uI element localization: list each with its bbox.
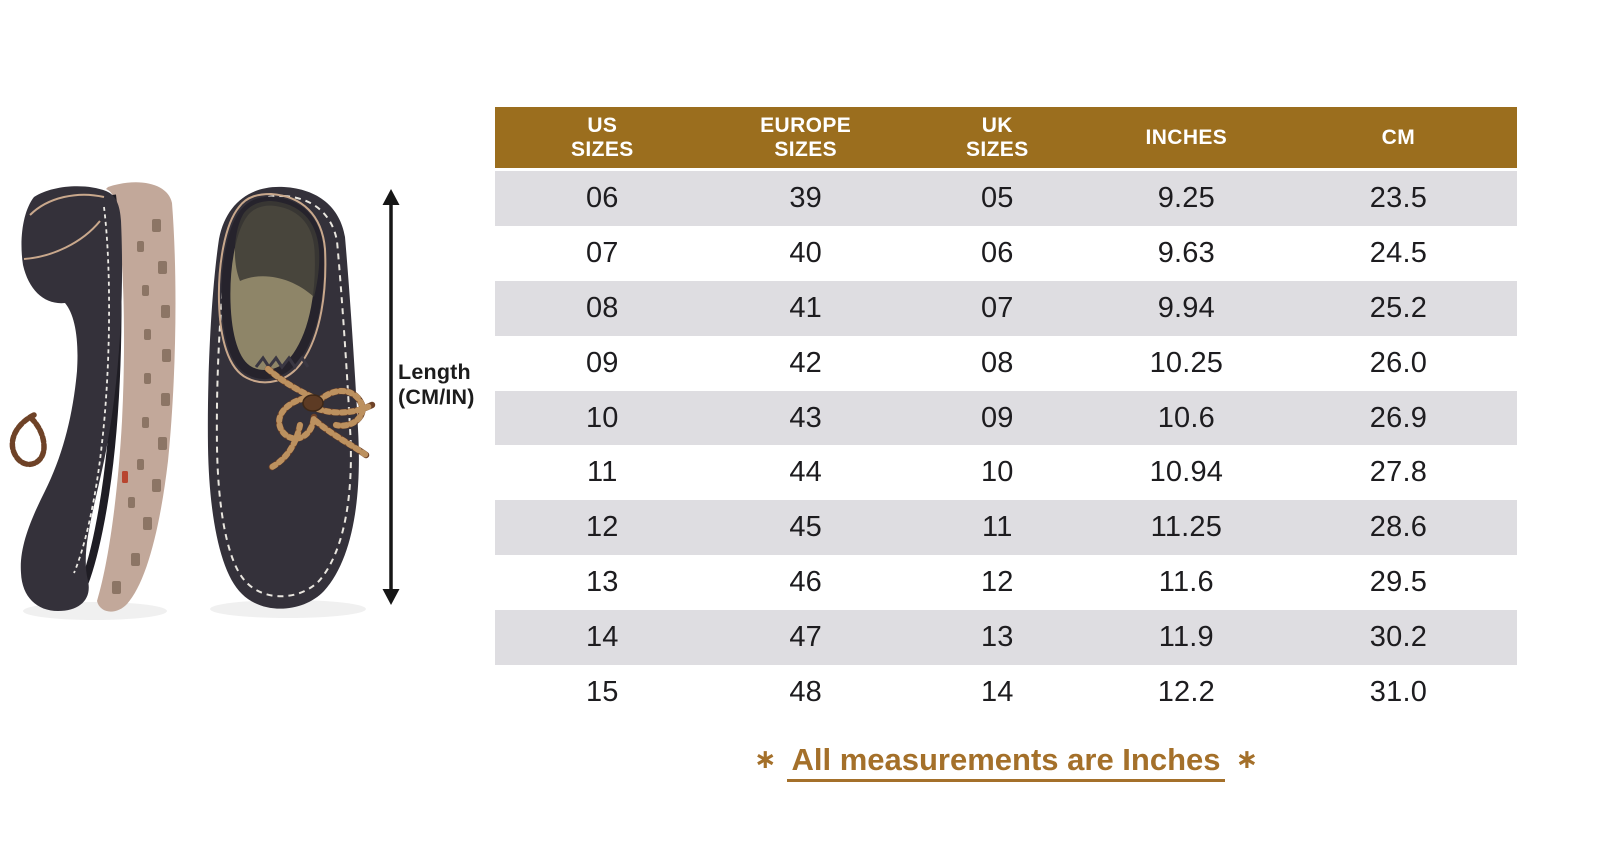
shoe-shadow xyxy=(210,600,366,618)
table-cell: 29.5 xyxy=(1369,566,1428,599)
table-cell: 44 xyxy=(789,456,822,489)
table-cell: 12.2 xyxy=(1157,675,1215,708)
table-row: 06 39 05 9.25 23.5 xyxy=(495,171,1517,226)
table-cell: 10 xyxy=(980,456,1014,489)
table-cell: 08 xyxy=(585,291,619,324)
table-cell: 27.8 xyxy=(1369,456,1428,489)
table-cell: 11 xyxy=(587,456,618,489)
table-cell: 10.6 xyxy=(1157,401,1215,434)
shoe-lace-loop xyxy=(9,412,47,468)
table-cell: 10.94 xyxy=(1149,456,1224,489)
table-cell: 13 xyxy=(980,621,1014,654)
table-cell: 11.25 xyxy=(1150,511,1223,544)
table-cell: 11.9 xyxy=(1158,621,1214,654)
table-row: 08 41 07 9.94 25.2 xyxy=(495,280,1517,336)
table-cell: 11.6 xyxy=(1158,566,1214,599)
table-cell: 09 xyxy=(585,346,619,379)
column-header: EUROPE SIZES xyxy=(760,113,852,161)
size-table-body: 06 39 05 9.25 23.5 07 40 06 9.63 24.5 08 41 07 9.94 25… xyxy=(495,171,1517,720)
sole-tread-pattern xyxy=(112,219,171,594)
shoe-piping xyxy=(23,193,105,260)
column-header: US SIZES xyxy=(570,113,634,161)
table-cell: 13 xyxy=(585,566,619,599)
table-cell: 45 xyxy=(789,511,822,544)
table-row: 12 45 11 11.25 28.6 xyxy=(495,500,1517,556)
table-cell: 10.25 xyxy=(1149,346,1224,379)
table-cell: 05 xyxy=(980,181,1014,214)
size-table-header: US SIZES EUROPE SIZES UK SIZES INCHES CM xyxy=(495,107,1517,168)
table-cell: 15 xyxy=(585,675,619,708)
table-cell: 10 xyxy=(585,401,619,434)
table-cell: 48 xyxy=(789,675,822,708)
table-row: 13 46 12 11.6 29.5 xyxy=(495,555,1517,611)
arrowhead-down-icon xyxy=(382,589,400,605)
lace-knot xyxy=(302,394,324,412)
table-row: 09 42 08 10.25 26.0 xyxy=(495,335,1517,391)
shoe-side-view xyxy=(9,182,176,612)
length-label: Length (CM/IN) xyxy=(398,360,475,410)
shoe-top-view xyxy=(207,186,376,609)
table-cell: 07 xyxy=(585,236,619,269)
table-cell: 42 xyxy=(789,346,822,379)
table-cell: 08 xyxy=(980,346,1014,379)
column-header: CM xyxy=(1381,125,1416,149)
size-table: US SIZES EUROPE SIZES UK SIZES INCHES CM 06 39 05… xyxy=(495,107,1517,720)
table-cell: 11 xyxy=(982,511,1013,544)
table-cell: 14 xyxy=(585,621,619,654)
table-cell: 26.9 xyxy=(1369,401,1428,434)
table-cell: 28.6 xyxy=(1369,511,1428,544)
table-cell: 23.5 xyxy=(1369,181,1428,214)
table-cell: 12 xyxy=(980,566,1014,599)
table-cell: 06 xyxy=(585,181,619,214)
asterisk-right-icon: ∗ xyxy=(1235,744,1259,774)
table-cell: 39 xyxy=(789,181,822,214)
footnote: ∗ All measurements are Inches ∗ xyxy=(495,742,1517,782)
asterisk-left-icon: ∗ xyxy=(753,744,777,774)
table-cell: 26.0 xyxy=(1369,346,1428,379)
table-cell: 06 xyxy=(980,236,1014,269)
product-photo xyxy=(0,158,380,628)
table-cell: 47 xyxy=(789,621,822,654)
table-cell: 09 xyxy=(980,401,1014,434)
table-cell: 9.25 xyxy=(1157,181,1215,214)
shoes-image xyxy=(9,182,376,620)
arrowhead-up-icon xyxy=(382,189,400,205)
throat-zigzag xyxy=(254,355,310,370)
table-cell: 30.2 xyxy=(1369,621,1428,654)
table-cell: 12 xyxy=(585,511,619,544)
column-header: INCHES xyxy=(1145,125,1228,149)
column-header: UK SIZES xyxy=(965,113,1029,161)
shoe-stitching xyxy=(73,206,110,574)
shoe-sole xyxy=(97,182,176,612)
length-label-line2: (CM/IN) xyxy=(398,385,475,409)
table-row: 14 47 13 11.9 30.2 xyxy=(495,610,1517,666)
footnote-text: All measurements are Inches xyxy=(787,742,1225,782)
table-cell: 31.0 xyxy=(1369,675,1428,708)
table-cell: 46 xyxy=(789,566,822,599)
collar-shadow xyxy=(234,201,320,297)
table-row: 11 44 10 10.94 27.8 xyxy=(495,445,1517,501)
length-label-line1: Length xyxy=(398,360,471,384)
shoe-upper xyxy=(20,186,123,611)
shoe-piping xyxy=(217,192,327,384)
sole-red-accent xyxy=(122,471,128,483)
table-cell: 25.2 xyxy=(1369,291,1428,324)
table-cell: 40 xyxy=(789,236,822,269)
table-row: 10 43 09 10.6 26.9 xyxy=(495,390,1517,446)
length-arrow xyxy=(382,189,400,605)
table-row: 15 48 14 12.2 31.0 xyxy=(495,665,1517,720)
table-cell: 9.63 xyxy=(1157,236,1215,269)
table-cell: 14 xyxy=(980,675,1014,708)
table-cell: 43 xyxy=(789,401,822,434)
table-cell: 41 xyxy=(789,291,822,324)
table-cell: 9.94 xyxy=(1157,291,1215,324)
table-cell: 24.5 xyxy=(1369,236,1428,269)
table-row: 07 40 06 9.63 24.5 xyxy=(495,225,1517,281)
table-cell: 07 xyxy=(980,291,1014,324)
